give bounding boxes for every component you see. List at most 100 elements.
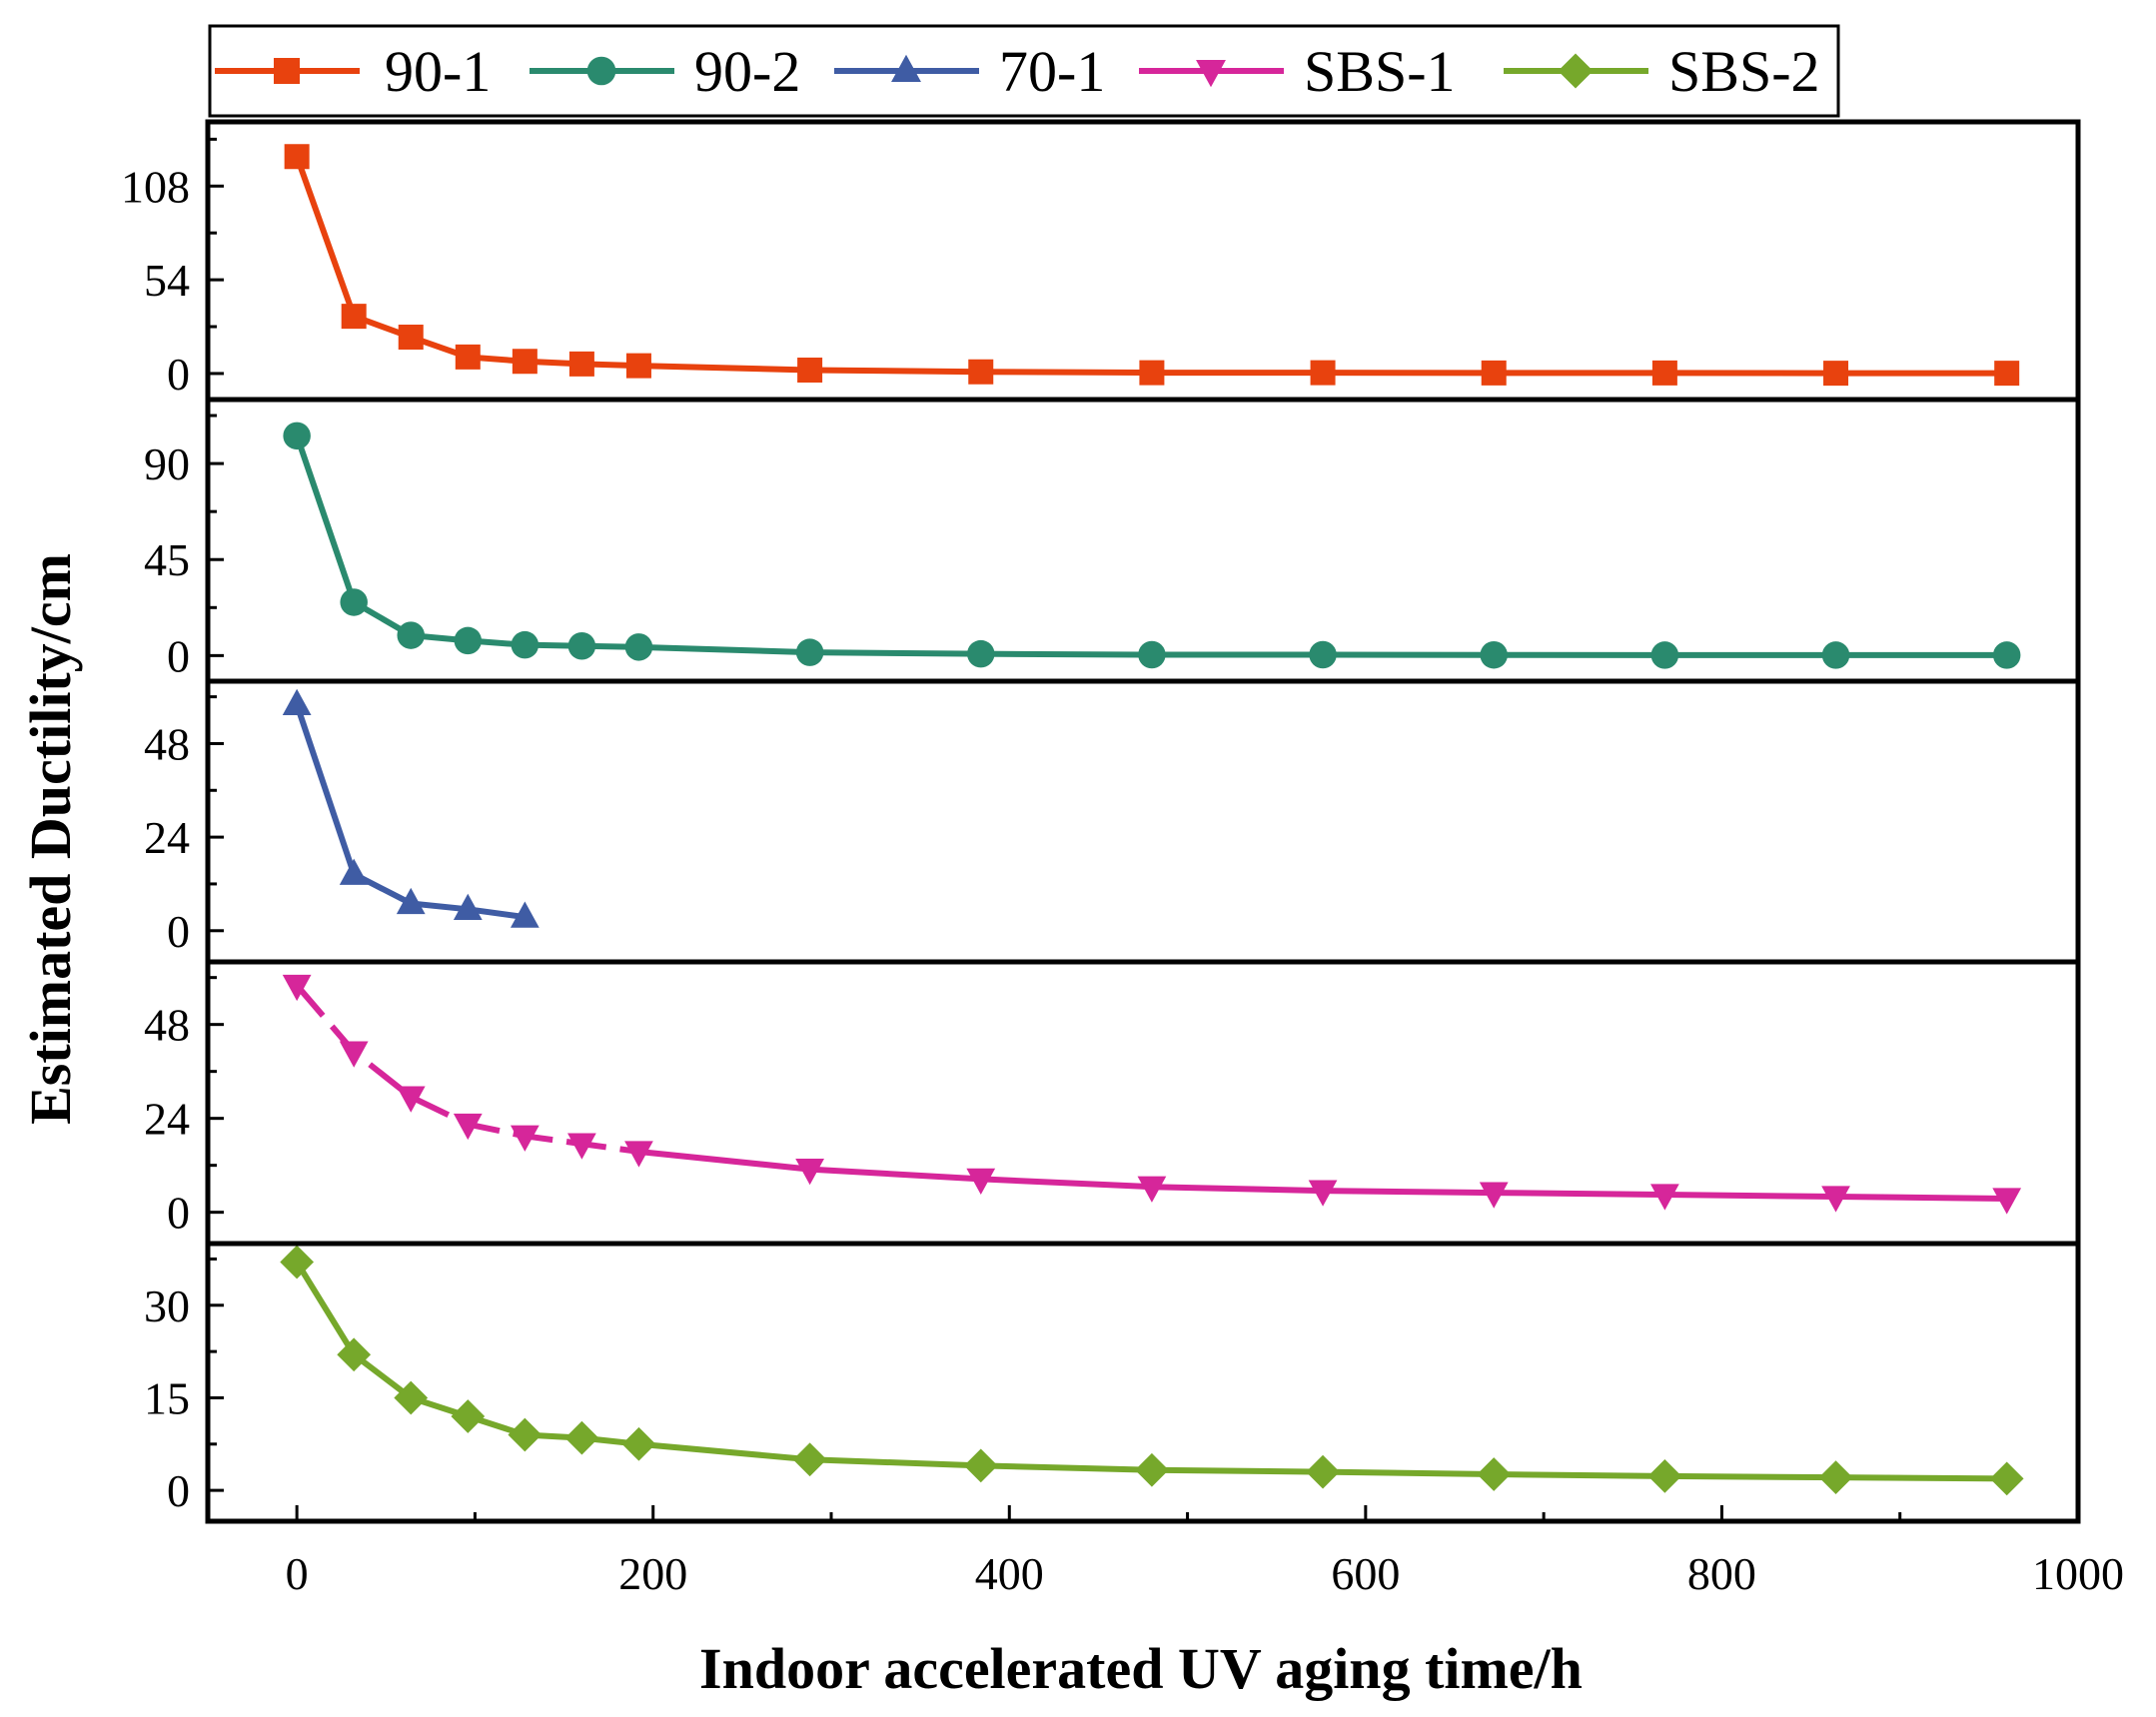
- data-point-90-1: [341, 304, 367, 330]
- data-point-90-1: [1310, 360, 1336, 386]
- data-point-90-1: [455, 344, 481, 370]
- data-point-SBS-1: [567, 1133, 596, 1160]
- legend-marker-SBS-2: [1558, 53, 1594, 89]
- legend-label-SBS-1: SBS-1: [1304, 39, 1456, 104]
- data-point-SBS-1: [510, 1125, 539, 1152]
- data-point-SBS-1: [339, 1041, 369, 1068]
- legend: 90-1 90-2 70-1 SBS-1 SBS-2: [208, 24, 1840, 118]
- data-point-90-2: [1309, 640, 1337, 669]
- data-point-90-1: [1651, 360, 1677, 386]
- data-point-90-2: [1138, 640, 1166, 669]
- data-point-SBS-2: [394, 1380, 429, 1415]
- x-tick-label: 1000: [2032, 1548, 2124, 1599]
- data-point-90-1: [398, 324, 424, 350]
- data-point-SBS-1: [624, 1141, 653, 1168]
- data-point-SBS-2: [963, 1448, 998, 1483]
- y-tick-label-SBS-2: 30: [144, 1281, 190, 1331]
- data-point-SBS-2: [564, 1420, 599, 1455]
- data-point-SBS-2: [1135, 1452, 1169, 1487]
- panel-SBS-2: 0 15 30: [144, 1241, 2081, 1524]
- data-point-SBS-1: [1821, 1186, 1850, 1213]
- data-point-90-2: [283, 422, 311, 450]
- data-point-90-2: [624, 633, 653, 661]
- data-point-SBS-2: [280, 1245, 315, 1280]
- data-point-SBS-1: [1308, 1180, 1338, 1207]
- legend-marker-SBS-1: [1196, 59, 1226, 88]
- data-point-90-1: [284, 144, 310, 170]
- data-point-90-1: [512, 349, 538, 375]
- data-point-70-1: [510, 901, 539, 928]
- legend-marker-70-1: [891, 54, 921, 83]
- data-point-70-1: [282, 688, 312, 716]
- legend-label-70-1: 70-1: [999, 39, 1105, 104]
- data-point-SBS-1: [396, 1086, 426, 1113]
- data-point-90-1: [568, 351, 594, 377]
- data-point-SBS-1: [453, 1113, 483, 1141]
- data-point-90-1: [1481, 360, 1507, 386]
- x-axis-title: Indoor accelerated UV aging time/h: [699, 1636, 1583, 1701]
- y-tick-label-SBS-2: 0: [167, 1465, 190, 1516]
- data-point-70-1: [453, 893, 483, 920]
- y-tick-label-90-1: 0: [167, 349, 190, 400]
- legend-marker-90-1: [274, 58, 300, 84]
- data-point-90-1: [968, 359, 994, 385]
- legend-label-SBS-2: SBS-2: [1668, 39, 1820, 104]
- data-point-90-1: [625, 353, 651, 379]
- x-tick-label: 400: [975, 1548, 1044, 1599]
- y-tick-label-SBS-1: 24: [144, 1094, 190, 1145]
- data-point-90-2: [454, 626, 483, 655]
- data-point-90-1: [797, 357, 823, 383]
- data-point-90-2: [967, 639, 995, 668]
- y-tick-label-70-1: 0: [167, 906, 190, 957]
- data-point-SBS-2: [1818, 1460, 1853, 1495]
- data-point-SBS-2: [792, 1442, 827, 1477]
- x-tick-label: 0: [286, 1548, 309, 1599]
- data-point-90-2: [397, 621, 425, 649]
- panels: 0 54 108 0 45 90 0 24 48 0 24 48 0 15 30: [121, 119, 2081, 1524]
- legend-label-90-2: 90-2: [694, 39, 800, 104]
- data-point-SBS-2: [1989, 1461, 2024, 1496]
- data-point-90-2: [340, 588, 368, 616]
- y-tick-label-SBS-1: 48: [144, 1000, 190, 1051]
- legend-marker-90-2: [586, 56, 616, 86]
- legend-label-90-1: 90-1: [385, 39, 491, 104]
- data-point-SBS-2: [508, 1417, 542, 1452]
- y-tick-label-90-1: 108: [121, 161, 190, 212]
- data-point-SBS-2: [1477, 1457, 1512, 1491]
- x-axis: 0 200 400 600 800 1000: [286, 1505, 2124, 1599]
- data-point-90-2: [567, 632, 596, 660]
- y-tick-label-90-1: 54: [144, 255, 190, 306]
- data-point-SBS-1: [966, 1168, 996, 1195]
- data-point-90-2: [1821, 641, 1850, 669]
- x-tick-label: 200: [618, 1548, 687, 1599]
- data-point-90-1: [1823, 361, 1849, 387]
- data-point-SBS-2: [337, 1337, 372, 1372]
- data-point-90-1: [1139, 360, 1165, 386]
- data-point-SBS-2: [451, 1399, 486, 1433]
- data-point-SBS-1: [1479, 1182, 1509, 1209]
- data-point-90-2: [795, 638, 824, 666]
- data-point-SBS-1: [282, 974, 312, 1002]
- panel-frame-SBS-2: [205, 1241, 2081, 1524]
- data-point-SBS-1: [1137, 1176, 1167, 1203]
- data-point-SBS-1: [1992, 1188, 2022, 1215]
- x-tick-label: 600: [1331, 1548, 1400, 1599]
- y-axis-title: Estimated Ductility/cm: [18, 553, 83, 1125]
- data-point-70-1: [339, 858, 369, 885]
- data-point-SBS-2: [621, 1426, 656, 1461]
- y-tick-label-90-2: 90: [144, 438, 190, 489]
- data-point-SBS-2: [1306, 1454, 1340, 1489]
- data-point-SBS-1: [1650, 1184, 1679, 1211]
- y-tick-label-SBS-1: 0: [167, 1188, 190, 1239]
- y-tick-label-90-2: 0: [167, 630, 190, 681]
- y-tick-label-70-1: 48: [144, 718, 190, 769]
- y-tick-label-SBS-2: 15: [144, 1372, 190, 1423]
- data-point-90-2: [1480, 640, 1508, 669]
- data-point-70-1: [396, 887, 426, 915]
- y-tick-label-90-2: 45: [144, 534, 190, 585]
- data-point-SBS-1: [795, 1158, 824, 1186]
- x-tick-label: 800: [1687, 1548, 1756, 1599]
- data-point-90-2: [1992, 641, 2021, 669]
- data-point-90-2: [511, 630, 539, 659]
